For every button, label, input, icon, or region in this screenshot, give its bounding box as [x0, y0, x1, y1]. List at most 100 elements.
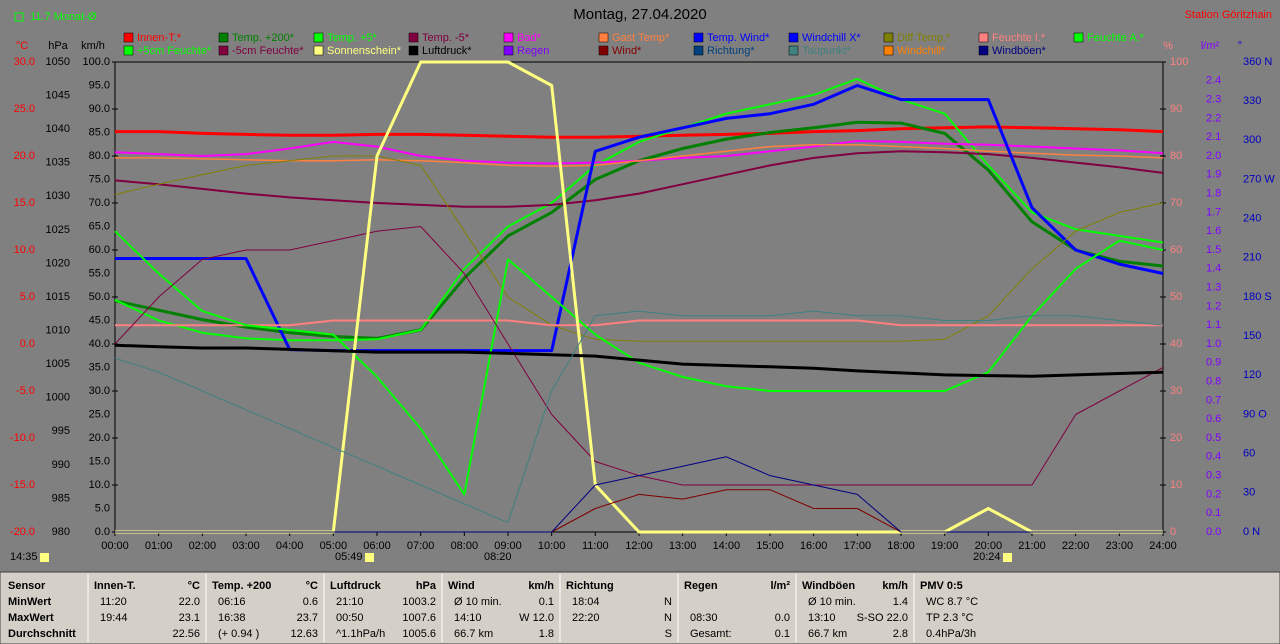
- x-tick-label: 22:00: [1062, 540, 1090, 552]
- tick-label: 0.5: [1206, 432, 1221, 444]
- table-cell: 13:10: [808, 612, 836, 624]
- monthly-average: 11.7 Monat-Ø: [30, 11, 97, 23]
- legend-swatch: [1073, 32, 1084, 43]
- legend-label: Feuchte A.*: [1087, 32, 1145, 44]
- tick-label: 25.0: [89, 408, 110, 420]
- tick-label: 30: [1170, 385, 1182, 397]
- x-tick-label: 07:00: [407, 540, 435, 552]
- table-cell: 00:50: [336, 612, 364, 624]
- table-cell: 0.6: [303, 596, 318, 608]
- table-header: Regen: [684, 580, 718, 592]
- tick-label: 0.4: [1206, 451, 1221, 463]
- table-cell: Ø 10 min.: [808, 596, 856, 608]
- tick-label: 1030: [46, 190, 70, 202]
- table-cell: TP 2.3 °C: [926, 612, 974, 624]
- x-tick-label: 19:00: [931, 540, 959, 552]
- table-cell: 0.1: [775, 628, 790, 640]
- x-tick-label: 08:00: [451, 540, 479, 552]
- x-tick-label: 24:00: [1149, 540, 1177, 552]
- tick-label: 360 N: [1243, 56, 1272, 68]
- sun-icon: [1003, 553, 1012, 562]
- table-cell: 1003.2: [402, 596, 436, 608]
- tick-label: 50.0: [89, 291, 110, 303]
- tick-label: 210: [1243, 252, 1261, 264]
- tick-label: 100: [1170, 56, 1188, 68]
- tick-label: -5.0: [16, 385, 35, 397]
- row-label: Durchschnitt: [8, 628, 76, 640]
- tick-label: 1.8: [1206, 188, 1221, 200]
- series-line: [114, 230, 1164, 496]
- legend-label: Taupunkt*: [802, 45, 852, 57]
- tick-label: 95.0: [89, 79, 110, 91]
- tick-label: 10: [1170, 479, 1182, 491]
- legend-label: Feuchte I.*: [992, 32, 1046, 44]
- tick-label: -15.0: [10, 479, 35, 491]
- tick-label: 1035: [46, 157, 70, 169]
- tick-label: 0.9: [1206, 357, 1221, 369]
- legend-label: Regen: [517, 45, 549, 57]
- legend-label: Bad*: [517, 32, 542, 44]
- table-cell: 16:38: [218, 612, 246, 624]
- plot-area: [114, 61, 1164, 533]
- table-cell: N: [664, 596, 672, 608]
- table-unit: hPa: [416, 580, 437, 592]
- table-cell: 22.0: [179, 596, 200, 608]
- x-tick-label: 20:00: [975, 540, 1003, 552]
- tick-label: 0.2: [1206, 488, 1221, 500]
- legend-swatch: [693, 45, 704, 56]
- tick-label: 985: [52, 492, 70, 504]
- legend-swatch: [503, 32, 514, 43]
- legend-label: Windchill X*: [802, 32, 861, 44]
- tick-label: 70: [1170, 197, 1182, 209]
- legend-label: Windböen*: [992, 45, 1047, 57]
- tick-label: 2.3: [1206, 94, 1221, 106]
- legend-swatch: [408, 32, 419, 43]
- legend-swatch: [408, 45, 419, 56]
- tick-label: 60: [1243, 448, 1255, 460]
- tick-label: 40: [1170, 338, 1182, 350]
- tick-label: 30: [1243, 487, 1255, 499]
- legend-swatch: [218, 32, 229, 43]
- table-cell: 18:04: [572, 596, 600, 608]
- legend-label: -5cm Feuchte*: [232, 45, 304, 57]
- tick-label: 15.0: [14, 197, 35, 209]
- x-tick-label: 15:00: [756, 540, 784, 552]
- legend-label: Gast Temp*: [612, 32, 670, 44]
- table-cell: 21:10: [336, 596, 364, 608]
- tick-label: 30.0: [89, 385, 110, 397]
- tick-label: 0 N: [1243, 526, 1260, 538]
- x-tick-label: 11:00: [582, 540, 609, 552]
- table-cell: 0.0: [775, 612, 790, 624]
- x-tick-label: 17:00: [844, 540, 872, 552]
- x-tick-label: 18:00: [887, 540, 915, 552]
- tick-label: 1015: [46, 291, 70, 303]
- series-line: [114, 77, 1164, 342]
- x-tick-label: 01:00: [145, 540, 173, 552]
- legend-label: Wind*: [612, 45, 642, 57]
- tick-label: 1.3: [1206, 282, 1221, 294]
- tick-label: 85.0: [89, 126, 110, 138]
- tick-label: 1045: [46, 89, 70, 101]
- table-cell: 11:20: [100, 596, 127, 608]
- tick-label: 2.0: [1206, 150, 1221, 162]
- tick-label: 0.0: [1206, 526, 1221, 538]
- tick-label: 10.0: [89, 479, 110, 491]
- tick-label: 180 S: [1243, 291, 1272, 303]
- table-cell: 2.8: [893, 628, 908, 640]
- series-line: [115, 319, 1163, 327]
- sun-icon: [365, 553, 374, 562]
- average-icon: [14, 12, 24, 22]
- tick-label: 0.3: [1206, 470, 1221, 482]
- axis-unit: hPa: [48, 40, 68, 52]
- table-cell: ^1.1hPa/h: [336, 628, 385, 640]
- table-header: Richtung: [566, 580, 614, 592]
- table-cell: 1007.6: [402, 612, 436, 624]
- table-cell: 06:16: [218, 596, 246, 608]
- legend-label: Windchill*: [897, 45, 946, 57]
- tick-label: 40.0: [89, 338, 110, 350]
- tick-label: 150: [1243, 330, 1261, 342]
- tick-label: 270 W: [1243, 173, 1275, 185]
- legend-swatch: [123, 45, 134, 56]
- table-unit: km/h: [528, 580, 554, 592]
- legend-label: Innen-T.*: [137, 32, 182, 44]
